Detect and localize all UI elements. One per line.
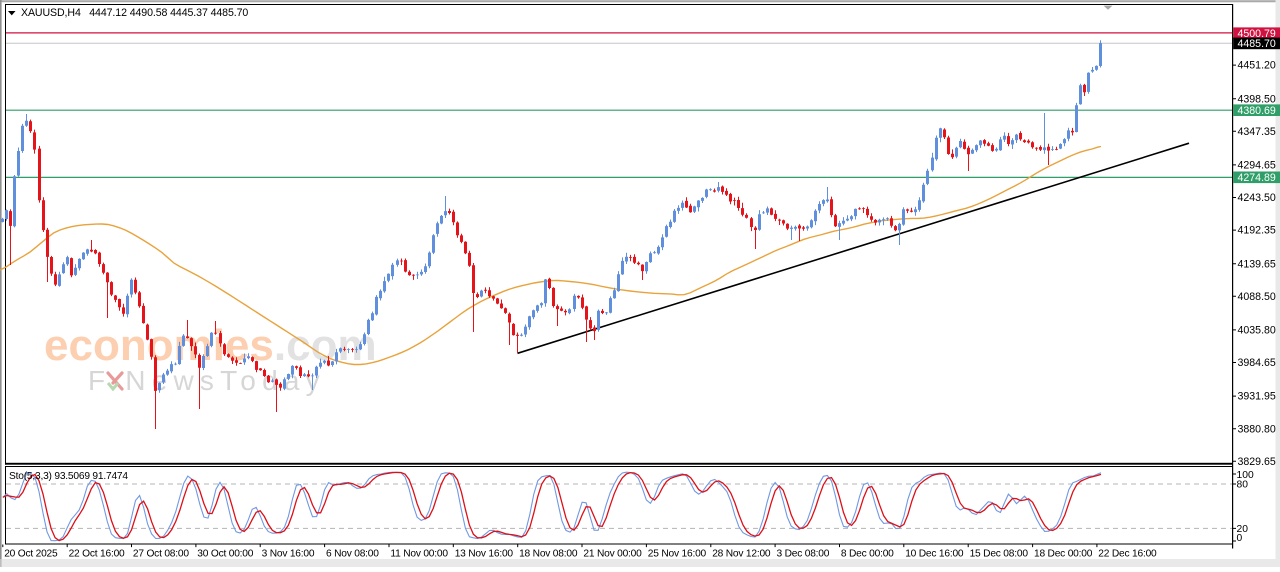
svg-text:4192.35: 4192.35 <box>1238 225 1276 237</box>
svg-text:28 Nov 12:00: 28 Nov 12:00 <box>712 549 771 560</box>
svg-text:4451.20: 4451.20 <box>1238 60 1276 72</box>
svg-text:3 Dec 08:00: 3 Dec 08:00 <box>777 549 830 560</box>
svg-text:27 Oct 08:00: 27 Oct 08:00 <box>133 549 189 560</box>
svg-text:25 Nov 16:00: 25 Nov 16:00 <box>648 549 707 560</box>
svg-text:4294.65: 4294.65 <box>1238 160 1276 172</box>
svg-text:11 Nov 00:00: 11 Nov 00:00 <box>390 549 448 560</box>
svg-text:22 Dec 16:00: 22 Dec 16:00 <box>1098 549 1157 560</box>
svg-text:4485.70: 4485.70 <box>1238 38 1276 50</box>
svg-text:3 Nov 16:00: 3 Nov 16:00 <box>262 549 315 560</box>
svg-text:20 Oct 2025: 20 Oct 2025 <box>4 549 58 560</box>
svg-text:4139.65: 4139.65 <box>1238 258 1276 270</box>
svg-text:4243.50: 4243.50 <box>1238 192 1276 204</box>
svg-text:6 Nov 08:00: 6 Nov 08:00 <box>326 549 379 560</box>
svg-text:4380.69: 4380.69 <box>1238 105 1276 117</box>
svg-text:18 Dec 00:00: 18 Dec 00:00 <box>1034 549 1093 560</box>
svg-text:3931.95: 3931.95 <box>1238 391 1276 403</box>
svg-text:8 Dec 00:00: 8 Dec 00:00 <box>841 549 894 560</box>
svg-text:80: 80 <box>1237 480 1249 491</box>
svg-text:0: 0 <box>1237 533 1243 544</box>
svg-text:3829.65: 3829.65 <box>1238 456 1276 468</box>
svg-text:3984.65: 3984.65 <box>1238 357 1276 369</box>
svg-text:Sto(5,3,3) 93.5069 91.7474: Sto(5,3,3) 93.5069 91.7474 <box>9 471 128 482</box>
svg-text:4347.35: 4347.35 <box>1238 126 1276 138</box>
svg-text:22 Oct 16:00: 22 Oct 16:00 <box>69 549 125 560</box>
svg-text:15 Dec 08:00: 15 Dec 08:00 <box>970 549 1029 560</box>
svg-text:13 Nov 16:00: 13 Nov 16:00 <box>455 549 514 560</box>
svg-text:4398.50: 4398.50 <box>1238 93 1276 105</box>
svg-text:21 Nov 00:00: 21 Nov 00:00 <box>583 549 642 560</box>
svg-text:30 Oct 00:00: 30 Oct 00:00 <box>197 549 253 560</box>
svg-text:4088.50: 4088.50 <box>1238 291 1276 303</box>
svg-text:18 Nov 08:00: 18 Nov 08:00 <box>519 549 578 560</box>
svg-text:4035.80: 4035.80 <box>1238 325 1276 337</box>
svg-text:10 Dec 16:00: 10 Dec 16:00 <box>905 549 964 560</box>
svg-text:3880.80: 3880.80 <box>1238 423 1276 435</box>
svg-text:XAUUSD,H4 4447.12 4490.58 44: XAUUSD,H4 4447.12 4490.58 4445.37 4485.7… <box>21 7 248 19</box>
svg-text:4274.89: 4274.89 <box>1238 172 1276 184</box>
